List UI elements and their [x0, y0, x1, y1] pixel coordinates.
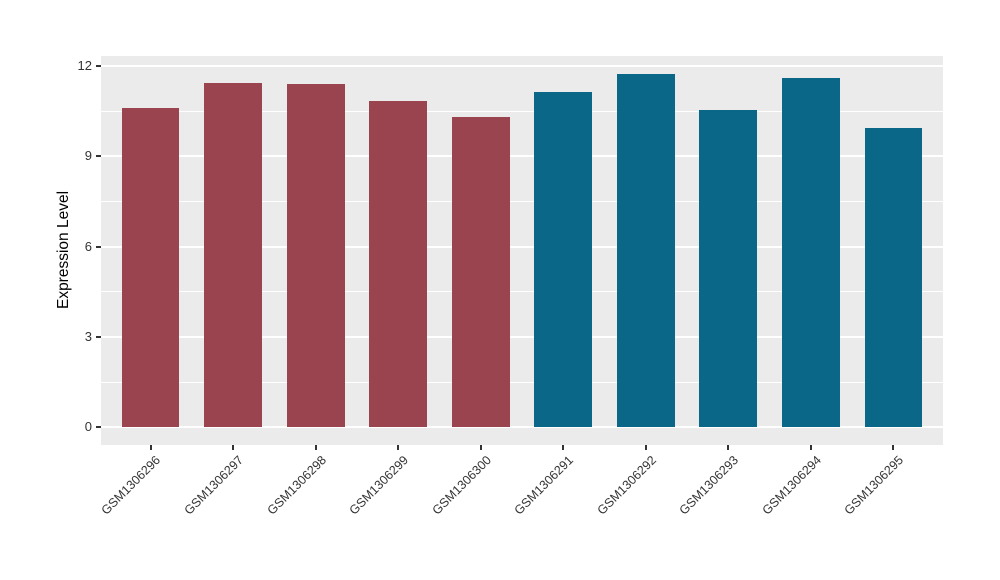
bar: [534, 91, 593, 428]
x-tick-mark: [314, 445, 317, 450]
bar: [286, 84, 345, 428]
x-tick-mark: [562, 445, 565, 450]
x-tick-mark: [232, 445, 235, 450]
bar: [864, 127, 923, 428]
y-tick-mark: [96, 65, 101, 68]
gridline-major: [101, 65, 943, 68]
y-tick-label: 12: [77, 58, 92, 74]
x-tick-label: GSM1306292: [594, 453, 659, 518]
gridline-minor: [101, 381, 943, 383]
plot-panel: [101, 56, 943, 445]
x-tick-label: GSM1306300: [429, 453, 494, 518]
gridline-major: [101, 335, 943, 338]
gridline-minor: [101, 201, 943, 203]
x-tick-label: GSM1306297: [181, 453, 246, 518]
gridline-major: [101, 155, 943, 158]
y-tick-mark: [96, 155, 101, 158]
bar: [369, 100, 428, 428]
bar: [782, 78, 840, 428]
x-tick-label: GSM1306291: [511, 453, 577, 518]
bar: [451, 117, 510, 428]
gridline-major: [101, 245, 943, 248]
y-tick-mark: [96, 245, 101, 248]
gridline-minor: [101, 291, 943, 293]
x-tick-label: GSM1306294: [759, 453, 824, 518]
y-tick-label: 9: [84, 148, 92, 164]
x-tick-label: GSM1306298: [264, 453, 329, 518]
x-tick-label: GSM1306295: [841, 453, 907, 518]
bar: [121, 108, 180, 428]
y-tick-label: 3: [84, 328, 92, 344]
x-tick-mark: [644, 445, 647, 450]
y-tick-mark: [96, 335, 101, 338]
x-tick-label: GSM1306293: [676, 453, 742, 518]
bar: [616, 73, 675, 428]
x-tick-mark: [479, 445, 482, 450]
x-tick-mark: [809, 445, 812, 450]
gridline-major: [101, 426, 943, 429]
y-tick-label: 6: [84, 238, 92, 254]
gridline-minor: [101, 110, 943, 112]
x-tick-mark: [149, 445, 152, 450]
x-tick-mark: [397, 445, 400, 450]
x-tick-mark: [892, 445, 895, 450]
x-tick-label: GSM1306299: [346, 453, 412, 518]
x-tick-mark: [727, 445, 730, 450]
bar: [699, 109, 758, 428]
y-tick-mark: [96, 426, 101, 429]
y-tick-label: 0: [84, 419, 92, 435]
x-tick-label: GSM1306296: [98, 453, 164, 518]
bar: [204, 82, 262, 428]
